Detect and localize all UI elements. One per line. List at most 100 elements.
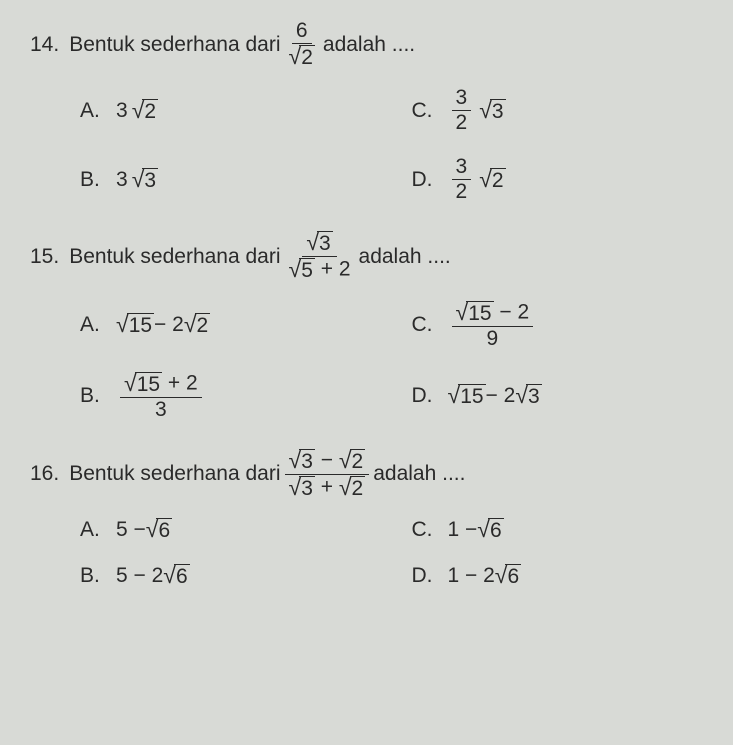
denominator: √2 xyxy=(285,44,319,69)
question-number: 15. xyxy=(30,245,59,269)
numerator: 6 xyxy=(292,20,312,44)
coeff: 1 − 2 xyxy=(448,564,495,588)
num-after: + 2 xyxy=(168,371,198,394)
sqrt: √2 xyxy=(339,449,365,473)
coeff: 5 − 2 xyxy=(116,564,163,588)
sqrt: √3 xyxy=(132,168,158,192)
denominator: 9 xyxy=(482,327,502,350)
denominator: √5 + 2 xyxy=(285,257,355,282)
stem-text-after: adalah .... xyxy=(373,462,465,486)
num-after: − 2 xyxy=(499,300,529,323)
fraction: 3 2 xyxy=(452,156,472,203)
option-expr: √15 − 2 √2 xyxy=(116,313,210,337)
stem-fraction: √3 − √2 √3 + √2 xyxy=(285,449,370,500)
option-letter: B. xyxy=(80,384,106,408)
sqrt: √3 xyxy=(479,99,505,123)
numerator: √15 + 2 xyxy=(120,372,202,398)
numerator: √3 − √2 xyxy=(285,449,370,475)
mid: − 2 xyxy=(486,384,516,408)
question-15-stem: 15. Bentuk sederhana dari √3 √5 + 2 adal… xyxy=(30,231,703,282)
worksheet-page: 14. Bentuk sederhana dari 6 √2 adalah ..… xyxy=(0,0,733,636)
option-expr: √15 − 2 √3 xyxy=(448,384,542,408)
option-letter: A. xyxy=(80,313,106,337)
fraction: √15 − 2 9 xyxy=(452,301,534,350)
stem-text-before: Bentuk sederhana dari xyxy=(69,245,280,269)
option-letter: B. xyxy=(80,564,106,588)
question-14: 14. Bentuk sederhana dari 6 √2 adalah ..… xyxy=(30,20,703,203)
option-expr: 3 2 √3 xyxy=(448,87,506,134)
question-16-options: A. 5 − √6 C. 1 − √6 B. 5 − 2 √6 xyxy=(30,518,703,588)
option-letter: C. xyxy=(412,518,438,542)
stem-text-after: adalah .... xyxy=(359,245,451,269)
sqrt: √15 xyxy=(116,313,154,337)
sqrt: √6 xyxy=(163,564,189,588)
numerator: 3 xyxy=(452,87,472,111)
question-number: 14. xyxy=(30,33,59,57)
option-15-A: A. √15 − 2 √2 xyxy=(80,301,372,350)
option-14-B: B. 3 √3 xyxy=(80,156,372,203)
option-expr: 3 √3 xyxy=(116,168,158,192)
question-14-options: A. 3 √2 C. 3 2 √3 B. 3 xyxy=(30,87,703,203)
coeff: 5 − xyxy=(116,518,146,542)
den-after: + 2 xyxy=(321,258,351,281)
mid: + xyxy=(321,475,339,498)
stem-text-after: adalah .... xyxy=(323,33,415,57)
sqrt: √2 xyxy=(289,45,315,69)
coeff: 1 − xyxy=(448,518,478,542)
question-15: 15. Bentuk sederhana dari √3 √5 + 2 adal… xyxy=(30,231,703,420)
coeff: 3 xyxy=(116,168,128,192)
sqrt: √3 xyxy=(515,384,541,408)
mid: − 2 xyxy=(154,313,184,337)
option-expr: 5 − 2 √6 xyxy=(116,564,190,588)
sqrt: √6 xyxy=(477,518,503,542)
numerator: 3 xyxy=(452,156,472,180)
question-14-stem: 14. Bentuk sederhana dari 6 √2 adalah ..… xyxy=(30,20,703,69)
option-letter: D. xyxy=(412,564,438,588)
option-16-B: B. 5 − 2 √6 xyxy=(80,564,372,588)
option-14-A: A. 3 √2 xyxy=(80,87,372,134)
sqrt: √3 xyxy=(289,449,315,473)
question-number: 16. xyxy=(30,462,59,486)
question-16: 16. Bentuk sederhana dari √3 − √2 √3 + √… xyxy=(30,449,703,588)
sqrt: √3 xyxy=(306,231,332,255)
question-16-stem: 16. Bentuk sederhana dari √3 − √2 √3 + √… xyxy=(30,449,703,500)
option-letter: A. xyxy=(80,518,106,542)
option-14-C: C. 3 2 √3 xyxy=(412,87,704,134)
option-letter: D. xyxy=(412,384,438,408)
numerator: √3 xyxy=(302,231,336,257)
option-16-C: C. 1 − √6 xyxy=(412,518,704,542)
fraction: √15 + 2 3 xyxy=(120,372,202,421)
sqrt: √6 xyxy=(146,518,172,542)
denominator: 2 xyxy=(452,180,472,203)
sqrt: √3 xyxy=(289,476,315,500)
sqrt: √15 xyxy=(124,372,162,396)
option-expr: 1 − 2 √6 xyxy=(448,564,522,588)
option-15-D: D. √15 − 2 √3 xyxy=(412,372,704,421)
stem-fraction: √3 √5 + 2 xyxy=(285,231,355,282)
coeff: 3 xyxy=(116,99,128,123)
sqrt: √2 xyxy=(339,476,365,500)
denominator: √3 + √2 xyxy=(285,475,370,500)
denominator: 2 xyxy=(452,111,472,134)
option-expr: 1 − √6 xyxy=(448,518,504,542)
sqrt: √5 xyxy=(289,258,315,282)
stem-text-before: Bentuk sederhana dari xyxy=(69,33,280,57)
sqrt: √2 xyxy=(132,99,158,123)
sqrt: √6 xyxy=(495,564,521,588)
sqrt: √15 xyxy=(448,384,486,408)
denominator: 3 xyxy=(151,398,171,421)
stem-fraction: 6 √2 xyxy=(285,20,319,69)
option-expr: 5 − √6 xyxy=(116,518,172,542)
option-letter: C. xyxy=(412,99,438,123)
option-15-B: B. √15 + 2 3 xyxy=(80,372,372,421)
numerator: √15 − 2 xyxy=(452,301,534,327)
stem-text-before: Bentuk sederhana dari xyxy=(69,462,280,486)
question-15-options: A. √15 − 2 √2 C. √15 − 2 9 B. xyxy=(30,301,703,421)
option-expr: 3 √2 xyxy=(116,99,158,123)
sqrt: √15 xyxy=(456,301,494,325)
mid: − xyxy=(321,448,339,471)
option-letter: C. xyxy=(412,313,438,337)
option-16-A: A. 5 − √6 xyxy=(80,518,372,542)
option-letter: B. xyxy=(80,168,106,192)
option-letter: A. xyxy=(80,99,106,123)
